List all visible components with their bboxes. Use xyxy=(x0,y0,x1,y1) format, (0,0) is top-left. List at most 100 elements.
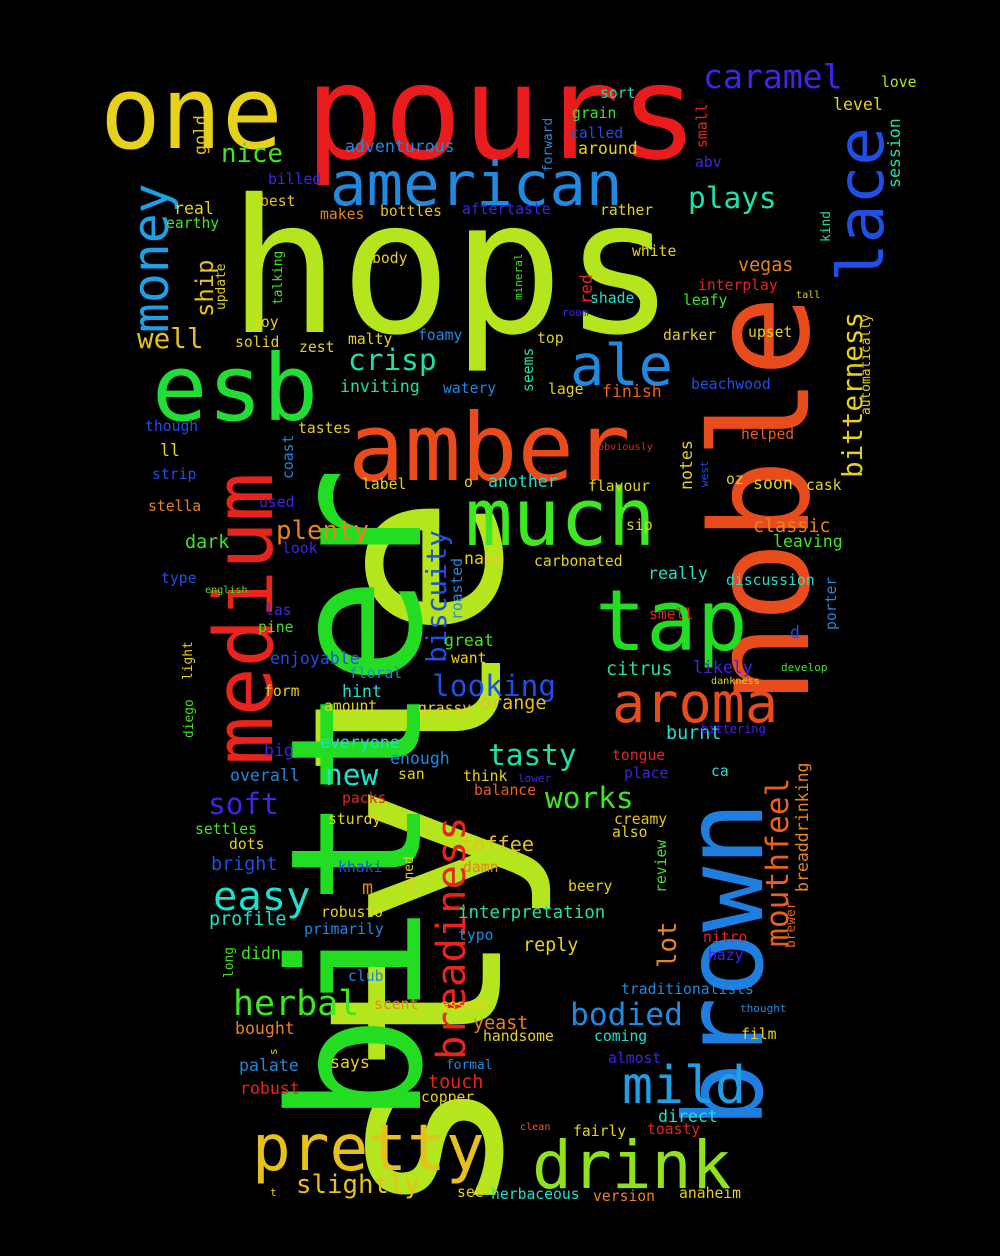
word-roasted: roasted xyxy=(449,558,466,620)
word-notes: notes xyxy=(677,440,696,490)
word-likely: likely xyxy=(693,658,753,677)
word-though: though xyxy=(145,418,198,435)
word-enjoyable: enjoyable xyxy=(270,649,360,668)
word-leaving: leaving xyxy=(773,532,843,551)
word-think: think xyxy=(463,768,507,785)
word-sturdy: sturdy xyxy=(328,811,381,828)
word-name: name xyxy=(464,549,504,568)
word-touch: touch xyxy=(428,1072,483,1093)
word-talking: talking xyxy=(271,251,286,305)
word-inviting: inviting xyxy=(340,377,420,396)
word-robust: robust xyxy=(240,1079,300,1098)
word-bitterness: bitterness xyxy=(836,312,869,478)
word-aftertaste: aftertaste xyxy=(462,201,551,218)
word-abv: abv xyxy=(695,154,722,171)
word-palate: palate xyxy=(239,1056,299,1075)
word-rather: rather xyxy=(600,202,653,219)
word-toasty: toasty xyxy=(647,1121,700,1138)
word-clean: clean xyxy=(520,1122,550,1133)
word-biscuity: biscuity xyxy=(420,530,453,663)
word-herbal: herbal xyxy=(233,984,359,1024)
word-sip: sip xyxy=(626,517,653,534)
word-obviously: obviously xyxy=(598,442,653,453)
word-style: style xyxy=(276,494,557,1220)
word-looking: looking xyxy=(432,669,556,703)
word-one: one xyxy=(100,54,283,172)
word-light: light xyxy=(181,641,196,680)
word-copper: copper xyxy=(421,1089,474,1106)
word-tasty: tasty xyxy=(488,738,577,772)
word-breadiness: breadiness xyxy=(427,816,475,1060)
word-mouthfeel: mouthfeel xyxy=(760,778,796,947)
word-malty: malty xyxy=(348,331,392,348)
word-red: red xyxy=(577,274,596,304)
word-much: much xyxy=(465,472,656,564)
word-zest: zest xyxy=(299,339,334,356)
word-flavour: flavour xyxy=(588,478,650,495)
word-toned: toned xyxy=(402,856,417,895)
word-bittering: bittering xyxy=(701,722,766,736)
word-lace: lace xyxy=(824,127,899,282)
word-d: d xyxy=(790,623,800,642)
word-another: another xyxy=(488,472,558,491)
word-stella: stella xyxy=(148,498,201,515)
word-san: san xyxy=(398,766,425,783)
word-hint: hint xyxy=(342,682,382,701)
word-foamy: foamy xyxy=(418,327,462,344)
word-thought: thought xyxy=(740,1002,787,1015)
word-ll: ll xyxy=(160,441,180,460)
word-damn: damn xyxy=(463,859,498,876)
word-sort: sort xyxy=(600,85,635,102)
word-see: see xyxy=(457,1184,484,1201)
word-robusto: robusto xyxy=(321,904,383,921)
word-mild: mild xyxy=(622,1056,746,1116)
word-level: level xyxy=(833,95,883,114)
word-primarily: primarily xyxy=(304,921,384,938)
word-overall: overall xyxy=(230,766,300,785)
word-beery: beery xyxy=(568,878,612,895)
word-soft: soft xyxy=(208,787,279,821)
word-o: o xyxy=(464,474,473,491)
word-tastes: tastes xyxy=(298,420,351,437)
word-white: white xyxy=(632,243,676,260)
word-khaki: khaki xyxy=(338,859,382,876)
word-room: room xyxy=(562,306,589,319)
word-porter: porter xyxy=(823,577,840,630)
word-plays: plays xyxy=(688,181,777,215)
word-tongue: tongue xyxy=(612,747,665,764)
word-plenty: plenty xyxy=(276,516,369,546)
word-nitro: nitro xyxy=(703,929,747,946)
word-smell: smell xyxy=(649,606,693,623)
word-bought: bought xyxy=(235,1019,295,1038)
word-easy: easy xyxy=(213,872,310,920)
word-hazy: hazy xyxy=(708,947,744,964)
word-really: really xyxy=(648,564,708,583)
word-classic: classic xyxy=(753,516,831,537)
word-update: update xyxy=(214,263,229,310)
word-coast: coast xyxy=(280,435,297,479)
word-drink: drink xyxy=(532,1127,731,1204)
word-toffee: toffee xyxy=(461,832,534,856)
word-finish: finish xyxy=(602,382,662,401)
word-discussion: discussion xyxy=(726,572,815,589)
word-darker: darker xyxy=(663,327,716,344)
word-works: works xyxy=(545,781,634,815)
word-billed: billed xyxy=(268,171,321,188)
word-called: called xyxy=(570,125,623,142)
word-diego: diego xyxy=(182,699,197,738)
word-place: place xyxy=(624,765,668,782)
word-ca: ca xyxy=(711,763,729,780)
word-bodied: bodied xyxy=(570,997,683,1033)
word-watery: watery xyxy=(443,380,496,397)
word-oz: oz xyxy=(726,471,744,488)
word-t: t xyxy=(270,1186,277,1199)
word-lower: lower xyxy=(518,772,552,785)
word-traditionalists: traditionalists xyxy=(621,981,754,998)
word-version: version xyxy=(593,1188,655,1205)
word-cask: cask xyxy=(806,477,842,494)
word-grain: grain xyxy=(572,105,616,122)
word-nice: nice xyxy=(221,139,283,169)
word-used: used xyxy=(259,494,294,511)
